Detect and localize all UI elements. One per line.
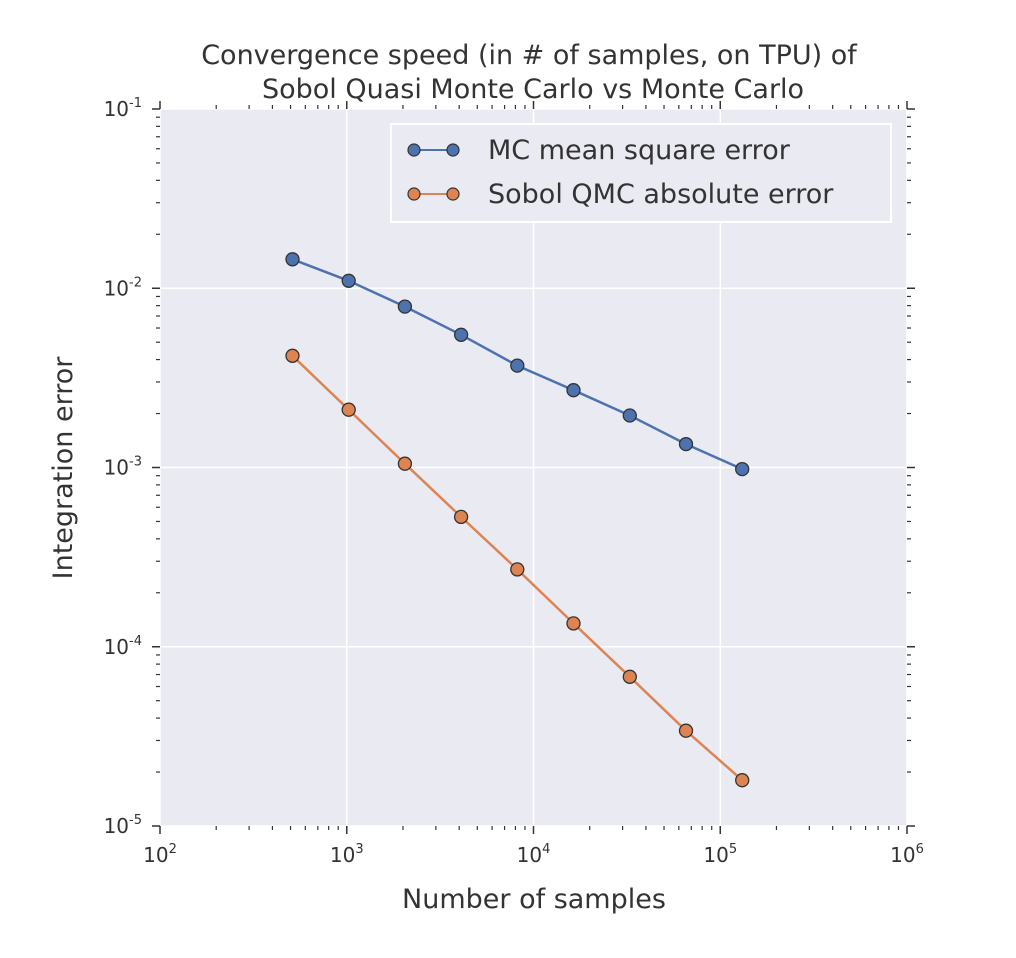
data-point-mc (397, 299, 413, 314)
data-point-sobol (735, 773, 750, 788)
y-tick-label: 10-3 (104, 455, 142, 480)
y-tick-label: 10-2 (104, 275, 142, 300)
legend-marker-sobol-left (407, 187, 421, 201)
data-point-sobol (678, 723, 694, 738)
chart-title-line-2: Sobol Quasi Monte Carlo vs Monte Carlo (262, 74, 804, 105)
legend-marker-sobol-right (446, 187, 460, 201)
data-point-mc (735, 461, 750, 477)
data-point-mc (341, 273, 356, 288)
data-point-sobol (341, 402, 356, 417)
y-tick-label: 10-1 (104, 96, 142, 121)
legend-label-sobol: Sobol QMC absolute error (488, 179, 834, 210)
legend-label-mc: MC mean square error (488, 135, 791, 166)
data-point-sobol (566, 616, 581, 631)
data-point-sobol (453, 509, 469, 525)
data-point-sobol (510, 562, 525, 577)
y-tick-label: 10-5 (104, 813, 142, 838)
axes: 102 103 104 105 106 10-5 10-4 10-3 10-2 10-1 (104, 96, 924, 867)
legend-marker-mc-left (407, 143, 421, 157)
x-tick-label: 106 (890, 842, 924, 867)
data-point-sobol (622, 669, 637, 684)
legend-box (390, 123, 892, 223)
x-axis-label: Number of samples (402, 884, 666, 915)
chart-title-line-1: Convergence speed (in # of samples, on T… (201, 40, 858, 71)
data-point-mc (566, 383, 581, 398)
chart-title: Convergence speed (in # of samples, on T… (201, 40, 858, 105)
data-point-mc (622, 408, 637, 423)
y-tick-label: 10-4 (104, 634, 142, 659)
x-tick-label: 105 (703, 842, 737, 867)
legend: MC mean square error Sobol QMC absolute … (390, 123, 892, 223)
data-point-mc (453, 327, 469, 342)
data-point-mc (678, 436, 694, 452)
data-point-sobol (397, 456, 413, 471)
data-point-mc (285, 252, 300, 267)
y-axis-label: Integration error (48, 356, 79, 580)
data-point-mc (510, 358, 525, 373)
data-series (285, 252, 750, 788)
x-tick-label: 103 (330, 842, 364, 867)
data-point-sobol (285, 348, 300, 363)
legend-marker-mc-right (446, 143, 460, 157)
x-tick-label: 104 (517, 842, 551, 867)
x-tick-label: 102 (143, 842, 177, 867)
